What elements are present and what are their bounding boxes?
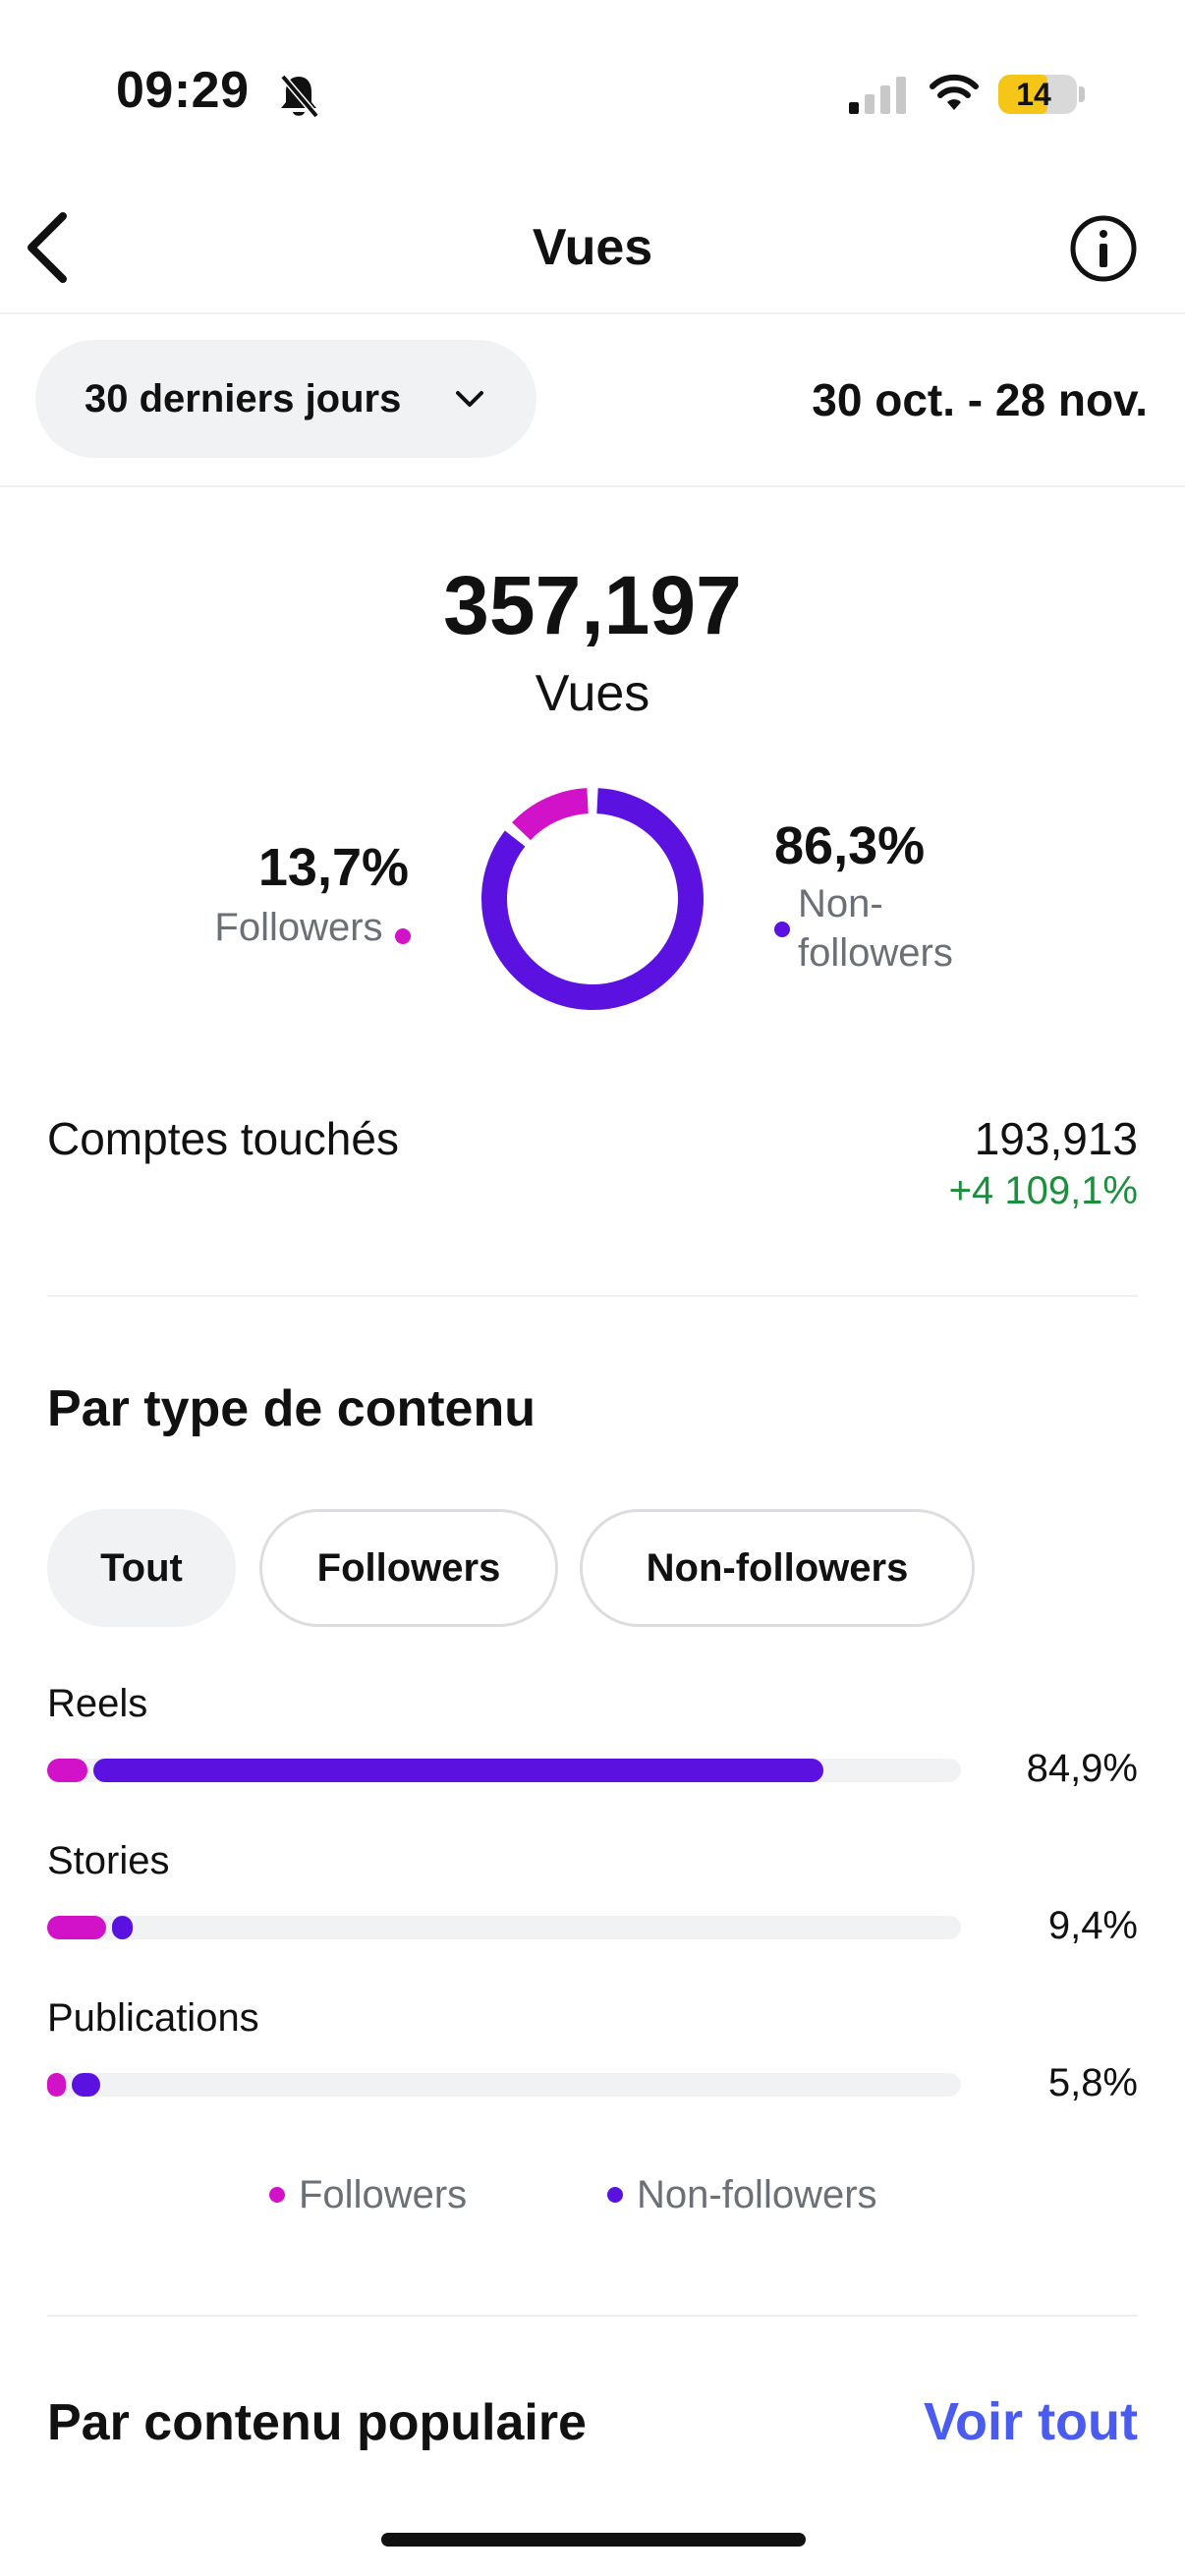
total-views: 357,197 <box>443 559 742 651</box>
section-divider <box>47 1295 1138 1297</box>
bar-segment-followers-stories <box>47 1916 107 1939</box>
see-all-link[interactable]: Voir tout <box>924 2392 1138 2451</box>
non-followers-legend-label-1: Non- <box>798 882 883 925</box>
followers-percent: 13,7% <box>257 838 409 897</box>
legend-followers-label: Followers <box>299 2173 468 2216</box>
type-label-stories: Stories <box>47 1839 170 1882</box>
bar-track-reels <box>47 1759 961 1782</box>
legend-non-followers-label: Non-followers <box>637 2173 877 2216</box>
type-percent-publications: 5,8% <box>1047 2061 1138 2104</box>
bell-muted-icon <box>277 73 320 125</box>
bar-track-publications <box>47 2073 961 2097</box>
battery-level: 14 <box>1016 77 1051 112</box>
page-title: Vues <box>532 219 653 276</box>
period-dropdown[interactable]: 30 derniers jours <box>35 340 536 458</box>
chevron-down-icon <box>454 389 485 416</box>
type-percent-stories: 9,4% <box>1047 1904 1138 1947</box>
battery-icon: 14 <box>998 75 1077 114</box>
donut-segment-followers <box>481 788 704 1010</box>
bar-segment-non-followers-reels <box>92 1759 823 1782</box>
non-followers-percent: 86,3% <box>774 816 926 875</box>
legend-followers-dot-icon <box>269 2187 285 2203</box>
accounts-reached-value: 193,913 <box>974 1113 1138 1164</box>
bar-track-stories <box>47 1916 961 1939</box>
non-followers-dot-icon <box>774 922 790 937</box>
bar-segment-non-followers-stories <box>112 1916 134 1939</box>
popular-content-title: Par contenu populaire <box>47 2394 587 2451</box>
chip-all[interactable]: Tout <box>47 1509 236 1627</box>
views-donut-chart <box>481 788 704 1010</box>
by-type-title: Par type de contenu <box>47 1380 536 1437</box>
bar-segment-followers-reels <box>47 1759 87 1782</box>
cellular-signal-icon <box>849 77 908 119</box>
wifi-icon <box>928 71 981 119</box>
bar-segment-non-followers-publications <box>72 2073 100 2097</box>
non-followers-legend-label-2: followers <box>798 931 953 975</box>
home-indicator[interactable] <box>381 2533 806 2547</box>
followers-legend: Followers <box>214 902 411 953</box>
donut-segment-non-followers <box>481 788 704 1010</box>
period-label: 30 derniers jours <box>85 377 402 420</box>
followers-legend-label: Followers <box>214 906 383 949</box>
accounts-reached-label: Comptes touchés <box>47 1113 399 1164</box>
header-divider <box>0 312 1185 314</box>
type-label-publications: Publications <box>47 1996 259 2040</box>
accounts-reached-change: +4 109,1% <box>948 1169 1138 1212</box>
back-chevron-icon[interactable] <box>24 210 73 290</box>
filter-divider <box>0 485 1185 487</box>
total-views-label: Vues <box>535 665 650 722</box>
battery-cap <box>1079 86 1085 102</box>
bar-segment-followers-publications <box>47 2073 67 2097</box>
type-label-reels: Reels <box>47 1682 148 1725</box>
legend-non-followers-dot-icon <box>607 2187 623 2203</box>
info-icon[interactable] <box>1069 214 1138 288</box>
followers-dot-icon <box>395 927 411 944</box>
type-percent-reels: 84,9% <box>1026 1747 1138 1790</box>
status-time: 09:29 <box>116 62 250 119</box>
chip-followers[interactable]: Followers <box>259 1509 558 1627</box>
section-divider-2 <box>47 2315 1138 2317</box>
chip-non-followers[interactable]: Non-followers <box>580 1509 975 1627</box>
date-range: 30 oct. - 28 nov. <box>812 374 1148 425</box>
